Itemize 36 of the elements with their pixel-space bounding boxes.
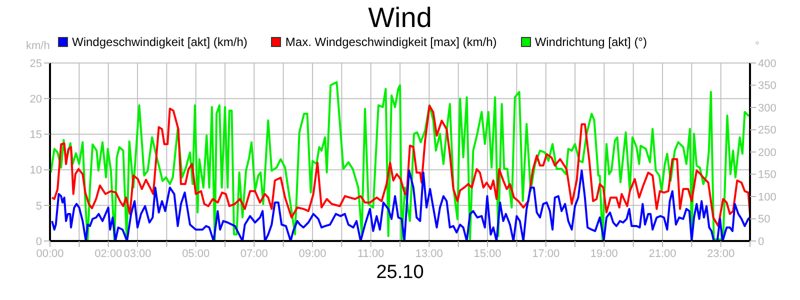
x-tick-label: 07:00 xyxy=(240,248,268,260)
x-tick-label: 03:00 xyxy=(124,248,152,260)
x-tick-label: 11:00 xyxy=(357,248,384,260)
x-axis-title: 25.10 xyxy=(375,262,425,284)
x-tick-label: 05:00 xyxy=(182,248,210,260)
x-tick-label: 02:00 xyxy=(94,248,122,260)
x-tick-label: 09:00 xyxy=(298,248,326,260)
x-tick-label: 17:00 xyxy=(532,248,560,260)
y-tick-label: 10 xyxy=(30,164,42,177)
y2-tick-label: 200 xyxy=(758,146,776,159)
x-tick-label: 15:00 xyxy=(474,248,502,260)
x-tick-label: 13:00 xyxy=(415,248,443,260)
y-tick-label: 15 xyxy=(30,129,42,142)
x-tick-label: 19:00 xyxy=(590,248,618,260)
line-series xyxy=(51,104,750,228)
legend-label: Windrichtung [akt] (°) xyxy=(534,35,647,49)
x-tick-label: 21:00 xyxy=(648,248,676,260)
y2-tick-label: 250 xyxy=(758,124,776,137)
chart-title: Wind xyxy=(367,2,433,34)
x-tick-label: 00:00 xyxy=(36,248,64,260)
y2-tick-label: 150 xyxy=(758,169,776,182)
y2-tick-label: 350 xyxy=(758,80,776,92)
y-axis-title: km/h xyxy=(26,40,50,52)
legend-label: Windgeschwindigkeit [akt] (km/h) xyxy=(72,35,248,49)
y-tick-label: 0 xyxy=(36,236,42,248)
y2-tick-label: 400 xyxy=(758,58,776,70)
y2-tick-label: 0 xyxy=(758,236,764,248)
y2-tick-label: 50 xyxy=(758,214,770,226)
y2-tick-label: 100 xyxy=(758,191,776,204)
y-tick-label: 20 xyxy=(30,94,42,106)
y-tick-label: 5 xyxy=(36,200,42,212)
x-tick-label: 23:00 xyxy=(707,248,735,260)
y2-axis-title: ° xyxy=(755,40,760,52)
legend-label: Max. Windgeschwindigkeit [max] (km/h) xyxy=(285,35,497,49)
y2-tick-label: 300 xyxy=(758,102,776,114)
y-tick-label: 25 xyxy=(30,58,42,70)
